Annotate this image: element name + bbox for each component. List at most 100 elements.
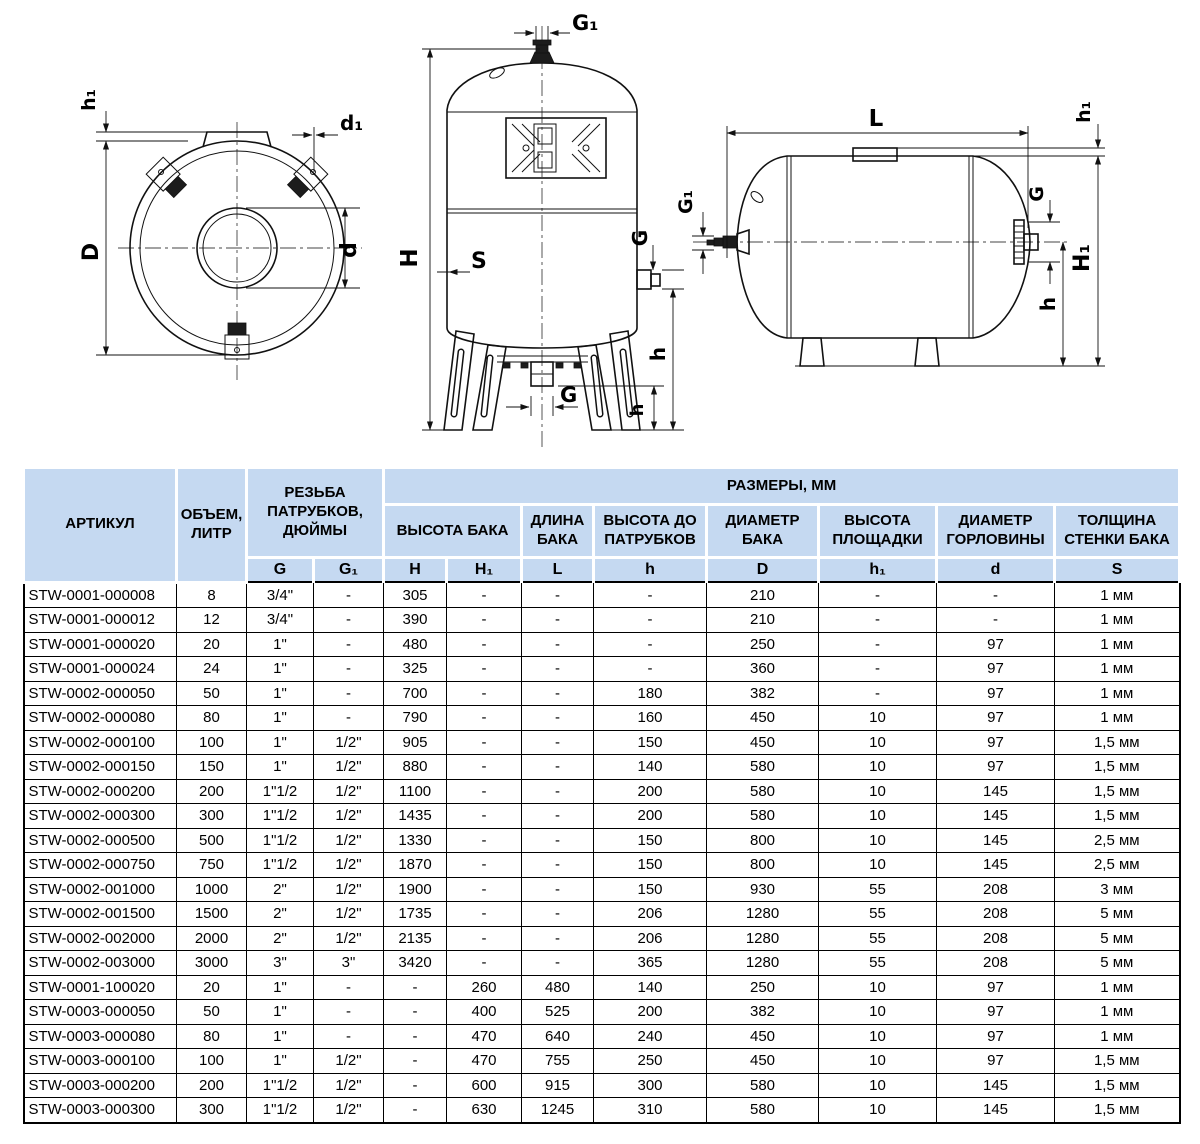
value-cell: 5 мм (1054, 950, 1181, 976)
neck-circle (196, 207, 278, 289)
value-cell: 480 (521, 974, 595, 1000)
value-cell: 208 (936, 901, 1056, 927)
value-cell: 100 (176, 729, 247, 755)
header-group-height-to-ports: ВЫСОТА ДО ПАТРУБКОВ (592, 503, 709, 559)
dim-label-G-bottom: G (560, 383, 577, 407)
value-cell: 1280 (706, 925, 820, 951)
value-cell: 50 (176, 999, 247, 1025)
value-cell: - (312, 974, 385, 1000)
value-cell: 145 (936, 803, 1056, 829)
value-cell: 150 (593, 729, 708, 755)
value-cell: 1" (246, 999, 314, 1025)
table-row: STW-0002-000100 100 1" 1/2" 905- -150 450 10 97 1… (22, 729, 1181, 755)
value-cell: 1/2" (312, 1097, 385, 1124)
value-cell: 80 (176, 705, 247, 731)
value-cell: 1"1/2 (246, 827, 314, 853)
dim-label-d1: d₁ (340, 111, 363, 135)
value-cell: 80 (176, 1023, 247, 1049)
header-group-tank-height: ВЫСОТА БАКА (382, 503, 524, 559)
value-cell: 150 (593, 827, 708, 853)
article-cell: STW-0003-000200 (22, 1072, 177, 1098)
table-row: STW-0002-000150 150 1" 1/2" 880- -140 580 10 97 1… (22, 754, 1181, 780)
value-cell: - (446, 876, 523, 902)
value-cell: 1/2" (312, 852, 385, 878)
horizontal-tank-drawing: L h₁ H₁ G₁ G h (675, 101, 1105, 367)
value-cell: 750 (176, 852, 247, 878)
header-volume: ОБЪЕМ, ЛИТР (175, 466, 248, 584)
header-letter-d: d (935, 556, 1057, 582)
value-cell: 250 (706, 631, 820, 657)
value-cell: 630 (446, 1097, 523, 1124)
table-row: STW-0001-000020 20 1" -480- - -250-97 1 мм (22, 631, 1181, 657)
value-cell: 208 (936, 950, 1056, 976)
value-cell: - (312, 631, 385, 657)
value-cell: 1,5 мм (1054, 754, 1181, 780)
value-cell: 145 (936, 1097, 1056, 1124)
header-letter-S: S (1053, 556, 1182, 582)
value-cell: 200 (593, 803, 708, 829)
value-cell: 97 (936, 974, 1056, 1000)
dim-label-H1: H₁ (1070, 244, 1095, 272)
table-row: STW-0002-001000 1000 2" 1/2" 1900- -150 930 55 2… (22, 876, 1181, 902)
value-cell: 1 мм (1054, 680, 1181, 706)
value-cell: 97 (936, 1048, 1056, 1074)
value-cell: 97 (936, 754, 1056, 780)
value-cell: 2" (246, 901, 314, 927)
value-cell: 450 (706, 729, 820, 755)
value-cell: 1000 (176, 876, 247, 902)
header-letter-D: D (705, 556, 821, 582)
value-cell: 1" (246, 729, 314, 755)
header-group-tank-diameter: ДИАМЕТР БАКА (705, 503, 821, 559)
value-cell: - (383, 1097, 448, 1124)
value-cell: - (446, 925, 523, 951)
value-cell: - (936, 581, 1056, 608)
value-cell: - (593, 656, 708, 682)
value-cell: 1,5 мм (1054, 1072, 1181, 1098)
value-cell: - (446, 729, 523, 755)
value-cell: 10 (818, 705, 938, 731)
vertical-tank-drawing: G₁ G h (397, 11, 684, 448)
article-cell: STW-0003-000100 (22, 1048, 177, 1074)
table-row: STW-0003-000050 50 1" - -400 525 200 382 10 97 1 м… (22, 999, 1181, 1025)
value-cell: 50 (176, 680, 247, 706)
value-cell: 580 (706, 1072, 820, 1098)
value-cell: 905 (383, 729, 448, 755)
value-cell: 100 (176, 1048, 247, 1074)
value-cell: 145 (936, 778, 1056, 804)
value-cell: 150 (593, 876, 708, 902)
value-cell: - (446, 581, 523, 608)
article-cell: STW-0001-100020 (22, 974, 177, 1000)
article-cell: STW-0002-000300 (22, 803, 177, 829)
header-letter-L: L (520, 556, 596, 582)
value-cell: - (521, 803, 595, 829)
value-cell: 24 (176, 656, 247, 682)
value-cell: 1900 (383, 876, 448, 902)
spec-table: АРТИКУЛ ОБЪЕМ, ЛИТР РЕЗЬБА ПАТРУБКОВ, ДЮ… (22, 466, 1182, 1124)
header-group-neck-diameter: ДИАМЕТР ГОРЛОВИНЫ (935, 503, 1057, 559)
value-cell: 3000 (176, 950, 247, 976)
article-cell: STW-0002-000150 (22, 754, 177, 780)
value-cell: 3/4" (246, 607, 314, 633)
value-cell: 12 (176, 607, 247, 633)
value-cell: 400 (446, 999, 523, 1025)
article-cell: STW-0001-000008 (22, 581, 177, 608)
value-cell: 1,5 мм (1054, 1097, 1181, 1124)
value-cell: - (521, 631, 595, 657)
value-cell: 1280 (706, 950, 820, 976)
value-cell: 2,5 мм (1054, 852, 1181, 878)
dim-label-G-side: G (628, 230, 652, 246)
value-cell: 200 (176, 778, 247, 804)
value-cell: - (521, 901, 595, 927)
value-cell: 10 (818, 1048, 938, 1074)
value-cell: - (818, 631, 938, 657)
value-cell: - (446, 778, 523, 804)
value-cell: 1/2" (312, 729, 385, 755)
value-cell: 3" (246, 950, 314, 976)
value-cell: - (521, 754, 595, 780)
value-cell: 580 (706, 754, 820, 780)
value-cell: 300 (593, 1072, 708, 1098)
value-cell: 20 (176, 974, 247, 1000)
shoulder-port (489, 67, 505, 79)
value-cell: - (446, 631, 523, 657)
value-cell: - (383, 999, 448, 1025)
